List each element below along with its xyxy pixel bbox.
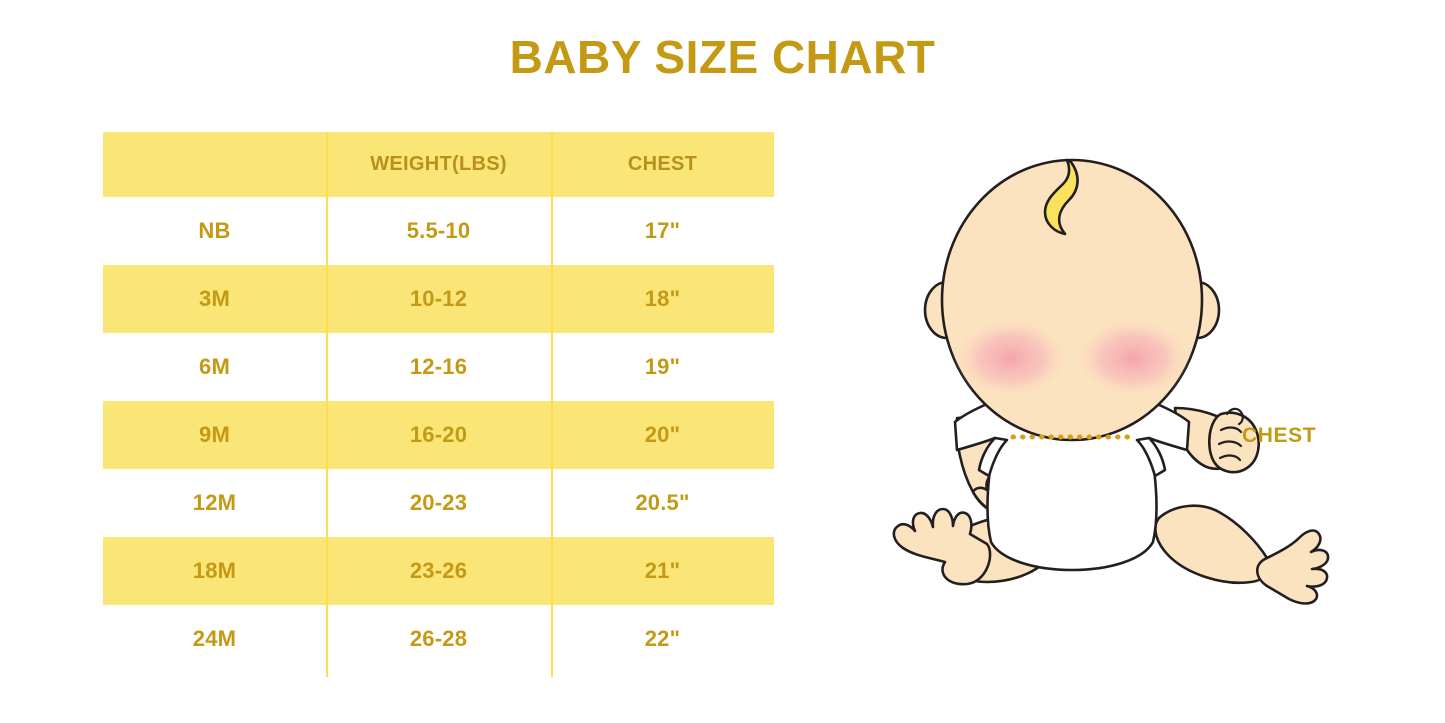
cell-chest: 21" <box>644 558 681 583</box>
cell-chest: 22" <box>644 626 681 651</box>
table-row: 3M 10-12 18" <box>103 265 774 333</box>
table-row: 6M 12-16 19" <box>103 333 774 401</box>
cell-size: 3M <box>199 286 230 311</box>
table-row: 9M 16-20 20" <box>103 401 774 469</box>
cell-chest: 19" <box>644 354 681 379</box>
cell-size: 9M <box>199 422 230 447</box>
right-sleeve-edge <box>1135 436 1167 478</box>
cell-chest: 20" <box>644 422 681 447</box>
cell-size: 12M <box>192 490 237 515</box>
baby-illustration <box>875 150 1345 610</box>
page-title: BABY SIZE CHART <box>509 31 936 83</box>
table-grid: WEIGHT(LBS) CHEST NB 5.5-10 17" 3M 10-12 18" 6M 1… <box>103 132 774 677</box>
table-row: 18M 23-26 21" <box>103 537 774 605</box>
cell-weight: 26-28 <box>409 626 468 651</box>
table-row: 24M 26-28 22" <box>103 605 774 673</box>
cell-weight: 23-26 <box>409 558 468 583</box>
right-cheek-blush <box>1073 316 1193 400</box>
column-divider-2 <box>551 132 553 677</box>
cell-weight: 5.5-10 <box>406 218 471 243</box>
cell-weight: 16-20 <box>409 422 468 447</box>
head <box>940 158 1204 442</box>
table-row: NB 5.5-10 17" <box>103 197 774 265</box>
cell-chest: 18" <box>644 286 681 311</box>
left-cheek-blush <box>951 316 1071 400</box>
cell-weight: 10-12 <box>409 286 468 311</box>
size-chart-table: WEIGHT(LBS) CHEST NB 5.5-10 17" 3M 10-12 18" 6M 1… <box>103 132 774 677</box>
header-cell-weight: WEIGHT(LBS) <box>370 153 507 175</box>
cell-chest: 17" <box>644 218 681 243</box>
cell-weight: 20-23 <box>409 490 468 515</box>
right-leg <box>1154 504 1271 585</box>
cell-size: 18M <box>192 558 237 583</box>
cell-weight: 12-16 <box>409 354 468 379</box>
header-cell-chest: CHEST <box>627 153 698 175</box>
cell-chest: 20.5" <box>635 490 690 515</box>
cell-size: NB <box>198 218 231 243</box>
cell-size: 6M <box>199 354 230 379</box>
cell-size: 24M <box>192 626 237 651</box>
right-foot <box>1255 529 1330 605</box>
table-header-row: WEIGHT(LBS) CHEST <box>103 132 774 197</box>
chest-measurement-label: CHEST <box>1242 424 1317 447</box>
left-foot <box>892 507 992 586</box>
fist-finger-lines <box>1217 407 1244 462</box>
hair-curl <box>1043 158 1079 236</box>
table-row: 12M 20-23 20.5" <box>103 469 774 537</box>
column-divider-1 <box>326 132 328 677</box>
left-sleeve-edge <box>977 436 1009 478</box>
